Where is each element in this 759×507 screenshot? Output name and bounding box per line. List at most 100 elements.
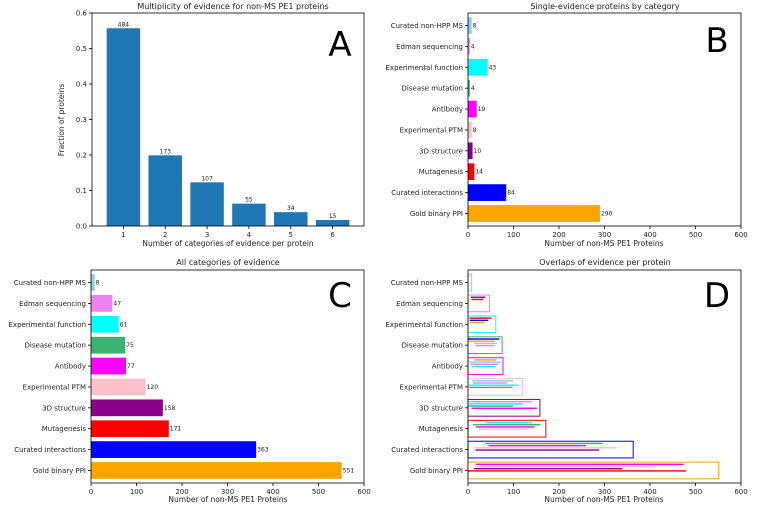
panel-d-ytick-label: Disease mutation	[402, 342, 463, 350]
panel-b-bar-label: 84	[507, 190, 515, 197]
panel-d-axis-ticks: 0 100 200 300 400 500 600 Curated non-HPP MS Edm…	[386, 279, 748, 496]
panel-b-ytick-label: Edman sequencing	[396, 43, 463, 51]
panel-c: All categories of evidence C 0 100 200 300 4…	[9, 258, 371, 504]
panel-b-xtick-label: 300	[598, 231, 611, 239]
panel-b: Single-evidence proteins by category B 0…	[386, 2, 748, 248]
panel-d-overlap-stripe	[469, 317, 492, 319]
panel-d-xtick-label: 600	[734, 488, 747, 496]
panel-b-xtick-label: 500	[689, 231, 702, 239]
panel-d-overlap-stripe	[468, 340, 495, 342]
panel-a-bar	[315, 219, 350, 226]
panel-c-letter: C	[328, 276, 352, 316]
panel-d-overlap-stripe	[469, 400, 532, 403]
panel-d-overlap-stripe	[471, 407, 537, 409]
panel-d-overlap-stripe	[468, 338, 500, 340]
panel-b-bar-label: 19	[478, 106, 486, 113]
panel-b-bar	[468, 17, 472, 34]
panel-b-bar	[468, 121, 472, 139]
panel-b-bar-label: 4	[471, 43, 475, 50]
panel-d-letter: D	[704, 276, 730, 316]
panel-c-xtick-label: 600	[357, 488, 370, 496]
panel-b-bar-label: 8	[473, 127, 477, 134]
panel-c-ytick-label: Curated interactions	[14, 446, 86, 454]
panel-b-bar	[468, 163, 475, 181]
panel-d-ytick-label: Edman sequencing	[396, 300, 463, 308]
panel-d-overlap-stripe	[472, 380, 514, 382]
panel-c-bar-label: 363	[257, 447, 269, 454]
panel-c-bar-label: 61	[120, 321, 128, 328]
panel-b-xlabel: Number of non-MS PE1 Proteins	[544, 239, 663, 248]
panel-a-ytick-label: 0.3	[76, 116, 87, 124]
panel-b-axis-ticks: 0 100 200 300 400 500 600 Curated non-HPP MS Edm…	[386, 22, 748, 239]
panel-c-bar-label: 77	[127, 363, 135, 370]
panel-c-ytick-label: Experimental PTM	[23, 383, 86, 391]
panel-d-ytick-label: Curated interactions	[391, 446, 463, 454]
panel-a-xtick-label: 5	[289, 231, 293, 239]
panel-c-bar-label: 551	[343, 467, 355, 474]
panel-d-overlap-stripe	[488, 444, 586, 447]
panel-c-ytick-label: 3D structure	[42, 404, 86, 412]
panel-c-xtick-label: 500	[312, 488, 325, 496]
panel-a-bar-label: 484	[118, 21, 130, 28]
panel-d-overlap-stripe	[470, 363, 499, 366]
panel-b-ytick-label: Gold binary PPI	[410, 210, 463, 218]
panel-a-ytick-label: 0.5	[76, 45, 87, 53]
panel-c-bars: 8 47 61 75 77 120 158 171 363 551	[91, 274, 354, 479]
panel-a-ytick-label: 0.1	[76, 187, 87, 195]
panel-c-xtick-label: 200	[175, 488, 188, 496]
panel-a-xtick-label: 4	[247, 231, 252, 239]
panel-b-ytick-label: Mutagenesis	[419, 168, 464, 176]
panel-a-bar	[190, 182, 224, 226]
panel-c-bar-label: 8	[96, 280, 100, 287]
panel-b-bar	[468, 38, 470, 55]
panel-c-xtick-label: 400	[266, 488, 279, 496]
panel-a-xlabel: Number of categories of evidence per pro…	[142, 239, 314, 248]
panel-a-xtick-label: 3	[205, 231, 209, 239]
panel-c-bar-label: 75	[126, 342, 134, 349]
panel-a-xtick-label: 6	[330, 231, 335, 239]
panel-b-bar	[468, 79, 470, 97]
panel-b-bar	[468, 205, 600, 222]
panel-a-bar	[232, 203, 266, 226]
panel-c-bar	[91, 336, 126, 354]
panel-d-overlap-stripe	[468, 405, 514, 407]
panel-d-overlap-stripe	[469, 319, 489, 322]
panel-a-bar-label: 34	[287, 205, 295, 212]
panel-d-overlap-stripe	[468, 384, 519, 386]
panel-d-overlap-stripe	[473, 447, 617, 449]
panel-b-bar-label: 14	[475, 169, 483, 176]
panel-b-bar-label: 4	[471, 85, 475, 92]
panel-d-overlap-stripe	[471, 365, 495, 368]
panel-a-bar-label: 173	[160, 148, 172, 155]
panel-c-ytick-label: Edman sequencing	[19, 300, 86, 308]
panel-c-xtick-label: 0	[89, 488, 93, 496]
panel-d-overlap-stripe	[475, 463, 684, 466]
panel-d-overlap-stripe	[469, 361, 502, 363]
panel-b-bar-label: 290	[601, 210, 613, 217]
panel-b-bar-label: 8	[473, 23, 477, 30]
panel-b-bar	[468, 100, 477, 118]
panel-a-xtick-label: 1	[121, 231, 125, 239]
panel-b-title: Single-evidence proteins by category	[530, 2, 679, 11]
panel-d-overlap-stripe	[471, 298, 484, 301]
panel-a-xtick-label: 2	[163, 231, 167, 239]
panel-c-bar	[91, 295, 113, 312]
panel-d-xtick-label: 100	[507, 488, 520, 496]
panel-c-bar	[91, 357, 127, 375]
panel-d-overlap-stripe	[476, 426, 535, 428]
panel-b-ytick-label: 3D structure	[419, 147, 463, 155]
panel-d-overlap-stripe	[478, 428, 528, 430]
panel-b-ytick-label: Experimental PTM	[400, 126, 463, 134]
panel-b-xtick-label: 200	[552, 231, 565, 239]
panel-d-overlap-stripe	[469, 403, 523, 405]
panel-d-xtick-label: 400	[643, 488, 656, 496]
panel-d-xtick-label: 200	[552, 488, 565, 496]
panel-b-bar	[468, 58, 488, 76]
panel-d-ytick-label: Gold binary PPI	[410, 467, 463, 475]
panel-b-xtick-label: 400	[643, 231, 656, 239]
panel-d-overlap-stripe	[474, 359, 497, 361]
panel-c-bar	[91, 420, 169, 438]
panel-d-xtick-label: 300	[598, 488, 611, 496]
